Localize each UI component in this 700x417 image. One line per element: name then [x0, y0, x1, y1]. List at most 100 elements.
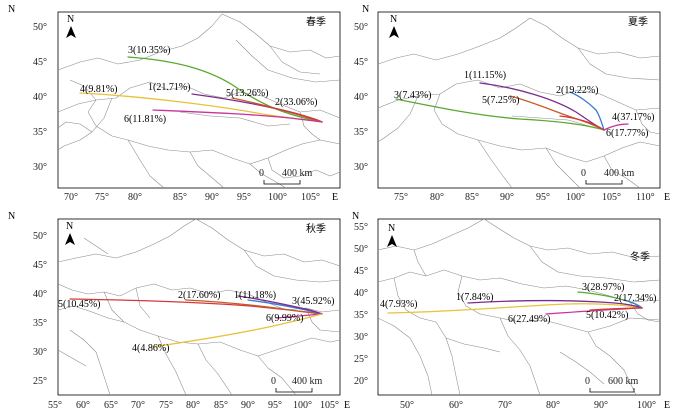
route-1-line — [467, 299, 643, 309]
x-tick-label: 75° — [95, 192, 109, 203]
x-tick-label: 90° — [241, 400, 255, 411]
x-tick-label: 55° — [48, 400, 62, 411]
y-tick-label: 45° — [354, 57, 368, 68]
route-label: 6(11.81%) — [124, 114, 166, 125]
route-label: 3(45.92%) — [292, 296, 335, 307]
y-axis-ticks: 50° 45° 40° 35° 30° — [33, 22, 47, 173]
route-4-line — [387, 303, 643, 314]
east-axis-letter: E — [664, 400, 670, 411]
x-tick-label: 100° — [637, 400, 656, 411]
svg-text:N: N — [66, 221, 73, 232]
x-tick-label: 80° — [546, 400, 560, 411]
route-label: 4(7.93%) — [380, 299, 418, 310]
x-tick-label: 105° — [602, 192, 621, 203]
route-labels: 5(10.45%) 2(17.60%) 1(11.18%) 3(45.92%) … — [58, 290, 335, 354]
scale-zero: 0 — [271, 376, 276, 387]
trajectory-routes — [395, 82, 629, 131]
route-5-line — [509, 95, 605, 131]
route-label: 4(4.86%) — [132, 343, 170, 354]
y-tick-label: 50° — [354, 22, 368, 33]
north-arrow-icon: N — [389, 14, 399, 38]
route-label: 3(28.97%) — [582, 282, 625, 293]
east-axis-letter: E — [344, 400, 350, 411]
scale-label: 400 km — [282, 168, 313, 179]
route-label: 6(27.49%) — [508, 314, 551, 325]
map-frame — [57, 11, 341, 189]
x-tick-label: 85° — [173, 192, 187, 203]
x-tick-label: 80° — [128, 192, 142, 203]
route-label: 3(10.35%) — [128, 45, 171, 56]
route-4-line — [151, 313, 323, 348]
y-tick-label: 30° — [354, 332, 368, 343]
svg-text:N: N — [390, 14, 397, 25]
country-borders — [57, 13, 341, 189]
season-title: 冬季 — [630, 250, 650, 263]
route-label: 4(9.81%) — [80, 84, 118, 95]
y-tick-label: 40° — [354, 288, 368, 299]
x-tick-label: 105° — [301, 192, 320, 203]
y-tick-label: 25° — [354, 354, 368, 365]
x-tick-label: 50° — [400, 400, 414, 411]
map-frame — [377, 11, 661, 189]
route-5-line — [589, 307, 643, 311]
season-title: 夏季 — [628, 16, 648, 28]
scale-zero: 0 — [259, 168, 264, 179]
map-frame — [377, 218, 661, 396]
scale-zero: 0 — [581, 168, 586, 179]
route-label: 5(7.25%) — [482, 95, 520, 106]
route-labels: 3(10.35%) 1(21.71%) 5(13.26%) 2(33.06%) … — [80, 45, 318, 125]
y-tick-label: 35° — [33, 318, 47, 329]
route-label: 5(10.42%) — [586, 310, 629, 321]
route-labels: 4(7.93%) 1(7.84%) 3(28.97%) 2(17.34%) 6(… — [380, 282, 657, 325]
route-label: 6(9.99%) — [266, 313, 304, 324]
route-3-line — [127, 56, 323, 123]
country-borders — [377, 17, 661, 189]
route-6-line — [152, 109, 323, 123]
route-labels: 1(11.15%) 3(7.43%) 5(7.25%) 2(19.22%) 4(… — [394, 70, 655, 139]
x-tick-label: 60° — [449, 400, 463, 411]
y-tick-label: 55° — [354, 222, 368, 233]
y-tick-label: 35° — [33, 127, 47, 138]
y-axis-ticks: 50° 45° 40° 35° 30° — [354, 22, 368, 173]
map-panel-winter: N 55° 50° 45° 40° 35° 30° — [352, 211, 670, 411]
y-tick-label: 35° — [354, 127, 368, 138]
scale-label: 400 km — [604, 168, 635, 179]
x-tick-label: 85° — [465, 192, 479, 203]
trajectory-routes — [79, 56, 323, 123]
route-label: 2(19.22%) — [556, 85, 599, 96]
x-tick-label: 90° — [594, 400, 608, 411]
route-2-line — [569, 91, 605, 131]
north-axis-letter: N — [8, 211, 15, 222]
scale-bar: 0 400 km — [581, 168, 635, 185]
route-label: 2(17.60%) — [178, 290, 221, 301]
y-tick-label: 30° — [354, 162, 368, 173]
y-tick-label: 50° — [33, 22, 47, 33]
y-tick-label: 50° — [354, 244, 368, 255]
country-borders — [377, 218, 661, 396]
y-tick-label: 35° — [354, 310, 368, 321]
north-axis-letter: N — [362, 4, 369, 15]
trajectory-routes — [69, 295, 323, 348]
north-arrow-icon: N — [66, 14, 76, 38]
route-label: 5(10.45%) — [58, 299, 101, 310]
svg-text:N: N — [388, 223, 395, 234]
x-tick-label: 70° — [64, 192, 78, 203]
route-5-line — [69, 298, 323, 315]
route-label: 5(13.26%) — [226, 88, 269, 99]
y-tick-label: 45° — [33, 260, 47, 271]
x-tick-label: 85° — [214, 400, 228, 411]
x-tick-label: 95° — [237, 192, 251, 203]
route-label: 1(21.71%) — [148, 82, 191, 93]
svg-text:N: N — [67, 14, 74, 25]
y-tick-label: 50° — [33, 231, 47, 242]
scale-zero: 0 — [585, 376, 590, 387]
x-axis-ticks: 50° 60° 70° 80° 90° 100° E — [400, 400, 670, 411]
y-tick-label: 40° — [33, 92, 47, 103]
x-tick-label: 80° — [430, 192, 444, 203]
route-label: 1(11.18%) — [234, 290, 276, 301]
north-axis-letter: N — [352, 211, 359, 222]
x-tick-label: 110° — [636, 192, 655, 203]
x-tick-label: 60° — [76, 400, 90, 411]
y-tick-label: 20° — [354, 376, 368, 387]
